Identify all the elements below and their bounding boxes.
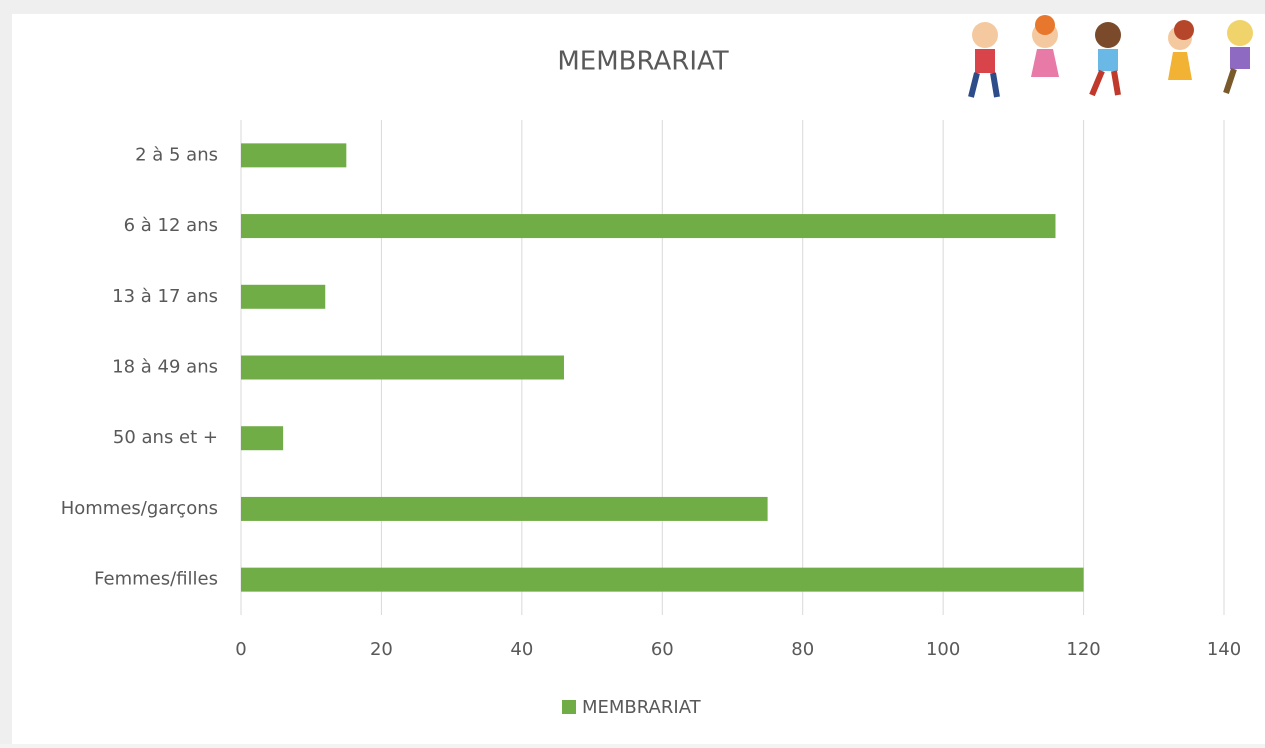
- x-tick-label: 40: [510, 639, 533, 660]
- bar: [241, 143, 347, 168]
- y-tick-label: 50 ans et +: [113, 427, 218, 448]
- chart-title: MEMBRARIAT: [557, 47, 728, 77]
- x-tick-label: 20: [370, 639, 393, 660]
- y-tick-label: Femmes/filles: [94, 569, 218, 590]
- legend-label: MEMBRARIAT: [582, 697, 702, 718]
- x-tick-label: 60: [651, 639, 674, 660]
- bar: [241, 426, 284, 451]
- bar: [241, 284, 326, 309]
- x-tick-label: 120: [1066, 639, 1100, 660]
- bar: [241, 496, 768, 521]
- bar: [241, 567, 1084, 592]
- y-tick-label: 6 à 12 ans: [124, 215, 218, 236]
- x-tick-label: 100: [926, 639, 960, 660]
- y-tick-label: 18 à 49 ans: [112, 357, 218, 378]
- chart-area: [12, 14, 1265, 744]
- bar: [241, 214, 1056, 239]
- x-tick-label: 140: [1207, 639, 1241, 660]
- y-tick-label: Hommes/garçons: [61, 498, 218, 519]
- x-tick-label: 80: [791, 639, 814, 660]
- y-tick-label: 13 à 17 ans: [112, 286, 218, 307]
- legend-swatch: [562, 700, 576, 714]
- y-tick-label: 2 à 5 ans: [135, 144, 218, 165]
- kids-illustration: [968, 15, 1253, 98]
- x-tick-label: 0: [235, 639, 246, 660]
- bar: [241, 355, 564, 380]
